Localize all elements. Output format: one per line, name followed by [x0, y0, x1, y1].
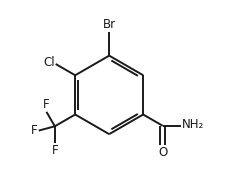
Text: Cl: Cl [43, 56, 55, 69]
Text: F: F [51, 144, 58, 157]
Text: NH₂: NH₂ [182, 118, 204, 131]
Text: Br: Br [103, 18, 116, 31]
Text: F: F [43, 98, 50, 111]
Text: O: O [158, 146, 167, 159]
Text: F: F [31, 124, 38, 137]
